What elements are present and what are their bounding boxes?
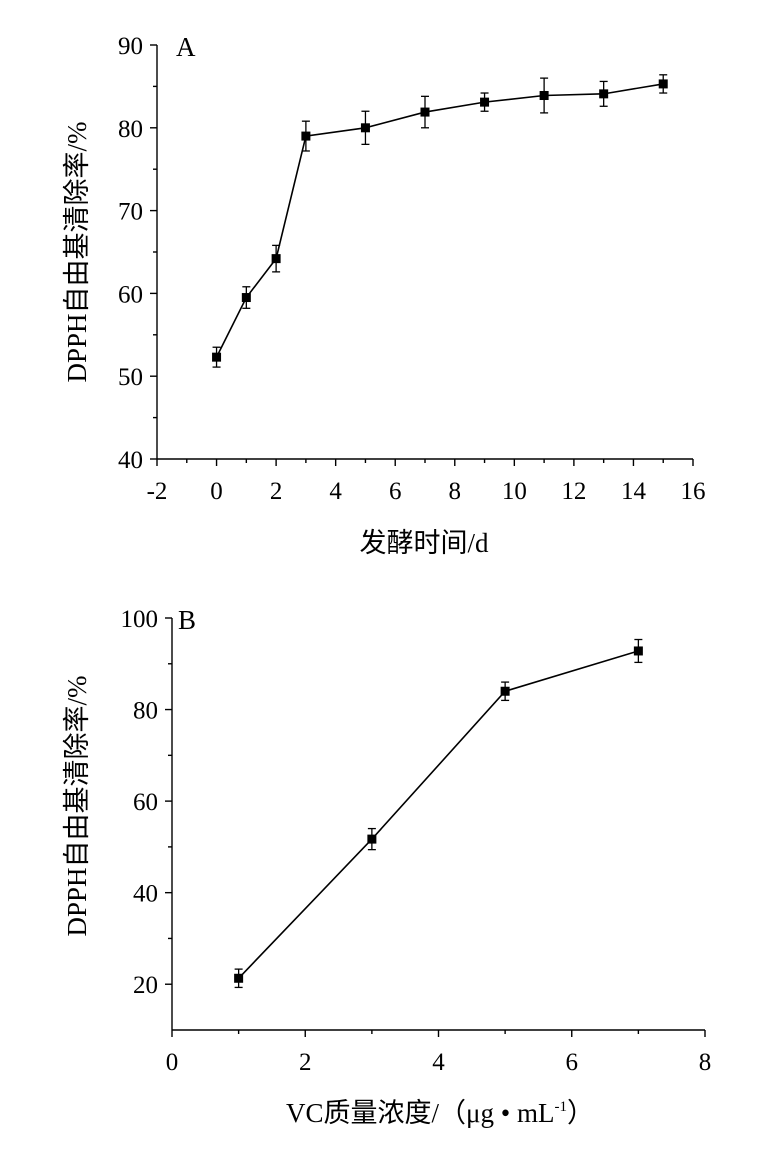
panel-b-x-axis-title-main: VC质量浓度/（μg • mL [286,1098,554,1128]
panel-b-data-point [367,834,377,844]
panel-b-data-point [633,646,643,656]
panel-a-data-point [271,254,281,264]
panel-b-x-axis-title: VC质量浓度/（μg • mL-1） [286,1098,594,1128]
panel-b-x-tick-label: 0 [166,1049,179,1076]
panel-a-y-tick-label: 70 [118,199,143,226]
panel-a-x-tick-label: 0 [210,478,223,505]
panel-a-y-tick-label: 80 [118,116,143,143]
panel-a-x-tick-label: 4 [329,478,342,505]
panel-b-x-tick-label: 4 [432,1049,445,1076]
panel-a-label: A [176,32,196,62]
panel-a-x-tick-label: 6 [389,478,402,505]
panel-a-y-tick-label: 40 [118,447,143,474]
panel-b-x-tick-label: 6 [566,1049,579,1076]
panel-b-y-tick-label: 60 [133,789,158,816]
panel-a-y-axis-title: DPPH自由基清除率/% [62,121,92,382]
panel-a-y-tick-label: 90 [118,33,143,60]
panel-b-data-point [500,686,510,696]
panel-b-x-axis-title-end: ） [567,1098,594,1128]
panel-b-y-tick-label: 40 [133,881,158,908]
panel-a-data-point [480,97,490,107]
panel-b-x-axis-title-superscript: -1 [554,1099,567,1115]
chart-panel-a: A 发酵时间/d DPPH自由基清除率/% 40 50 60 70 80 90 -2 0 2 4 6… [62,32,706,558]
panel-b-data-point [234,973,244,983]
panel-b-label: B [178,605,196,635]
panel-a-data-point [360,123,370,133]
panel-b-y-tick-label: 80 [133,698,158,725]
panel-a-data-point [658,79,668,89]
panel-a-data-point [539,91,549,101]
panel-a-series-line [215,83,664,358]
panel-a-x-tick-label: -2 [147,478,168,505]
panel-a-x-axis-title: 发酵时间/d [359,528,489,558]
panel-a-x-tick-label: 16 [681,478,706,505]
panel-a-x-tick-label: 2 [270,478,283,505]
chart-panel-b: B VC质量浓度/（μg • mL-1） DPPH自由基清除率/% 204060… [62,605,711,1128]
panel-a-data-point [420,107,430,117]
panel-a-x-tick-label: 8 [449,478,462,505]
panel-a-data-point [301,131,311,141]
panel-b-x-tick-label: 2 [299,1049,312,1076]
panel-a-x-tick-label: 10 [502,478,527,505]
panel-a-y-tick-label: 60 [118,281,143,308]
panel-b-x-tick-label: 8 [699,1049,712,1076]
panel-a-data-point [241,293,251,303]
panel-a-x-tick-label: 14 [621,478,647,505]
panel-a-x-tick-label: 12 [561,478,586,505]
panel-b-y-tick-label: 100 [121,606,159,633]
panel-b-series-line [238,650,639,979]
panel-a-data-point [599,89,609,99]
panel-b-y-tick-label: 20 [133,972,158,999]
panel-a-y-tick-label: 50 [118,364,143,391]
panel-b-y-axis-title: DPPH自由基清除率/% [62,675,92,936]
panel-a-data-point [212,352,222,362]
